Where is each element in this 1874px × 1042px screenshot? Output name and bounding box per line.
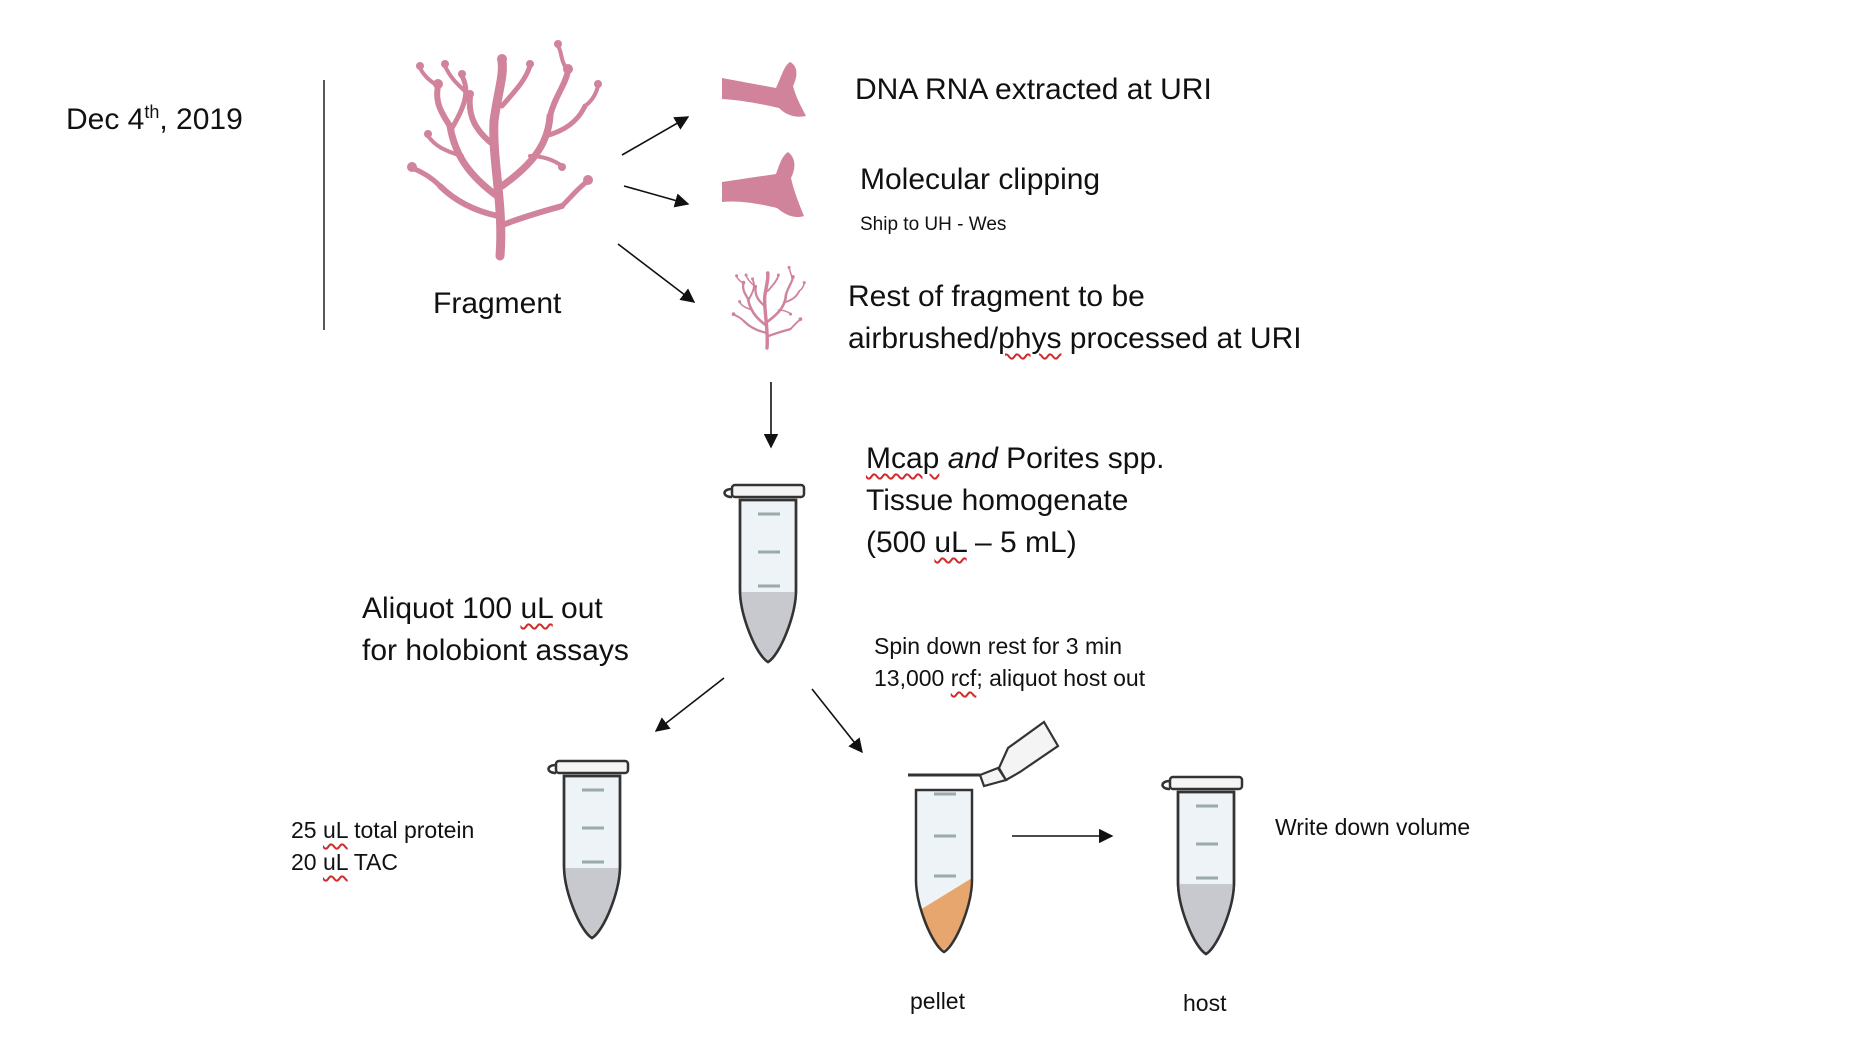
- host-label: host: [1183, 990, 1227, 1016]
- arrow-icon: [621, 116, 690, 156]
- ship-to-uh-label: Ship to UH - Wes: [860, 214, 1007, 235]
- holobiont-tube-icon: [547, 759, 630, 940]
- assay-line-2: 20 uL TAC: [291, 849, 398, 875]
- aliquot-label: Aliquot 100 uL out for holobiont assays: [362, 588, 629, 672]
- arrow-icon: [623, 185, 690, 208]
- spin-line-2: 13,000 rcf; aliquot host out: [874, 665, 1146, 691]
- homogenate-tube-icon: [723, 483, 806, 664]
- branch-molecular-clipping-label: Molecular clipping: [860, 163, 1101, 196]
- assay-volumes-label: 25 uL total protein 20 uL TAC: [291, 814, 474, 878]
- homogenate-line-2: Tissue homogenate: [866, 484, 1129, 517]
- pellet-label: pellet: [910, 988, 965, 1014]
- assay-line-1: 25 uL total protein: [291, 817, 475, 843]
- host-tube-icon: [1161, 775, 1244, 956]
- small-coral-fragment-icon: [729, 264, 808, 350]
- coral-clip-icon: [722, 62, 806, 117]
- coral-fragment-icon: [407, 40, 602, 256]
- homogenate-line-3: (500 uL – 5 mL): [866, 526, 1077, 559]
- rest-line-2: airbrushed/phys processed at URI: [848, 322, 1302, 355]
- write-down-volume-label: Write down volume: [1275, 814, 1471, 840]
- arrow-icon: [811, 688, 863, 754]
- arrow-icon: [654, 677, 725, 732]
- pellet-tube-icon: [908, 720, 1060, 954]
- fragment-label: Fragment: [433, 287, 562, 320]
- date-label: Dec 4th, 2019: [66, 102, 243, 136]
- homogenate-label: Mcap and Porites spp. Tissue homogenate …: [866, 438, 1165, 564]
- aliquot-line-2: for holobiont assays: [362, 634, 629, 667]
- homogenate-line-1: Mcap and Porites spp.: [866, 442, 1165, 475]
- branch-dna-rna-label: DNA RNA extracted at URI: [855, 73, 1212, 106]
- aliquot-line-1: Aliquot 100 uL out: [362, 592, 603, 625]
- spin-line-1: Spin down rest for 3 min: [874, 633, 1123, 659]
- coral-clip-icon-2: [722, 152, 804, 218]
- rest-of-fragment-label: Rest of fragment to be airbrushed/phys p…: [848, 276, 1302, 360]
- arrow-icon: [617, 243, 696, 303]
- rest-line-1: Rest of fragment to be: [848, 280, 1145, 313]
- spin-down-label: Spin down rest for 3 min 13,000 rcf; ali…: [874, 630, 1145, 694]
